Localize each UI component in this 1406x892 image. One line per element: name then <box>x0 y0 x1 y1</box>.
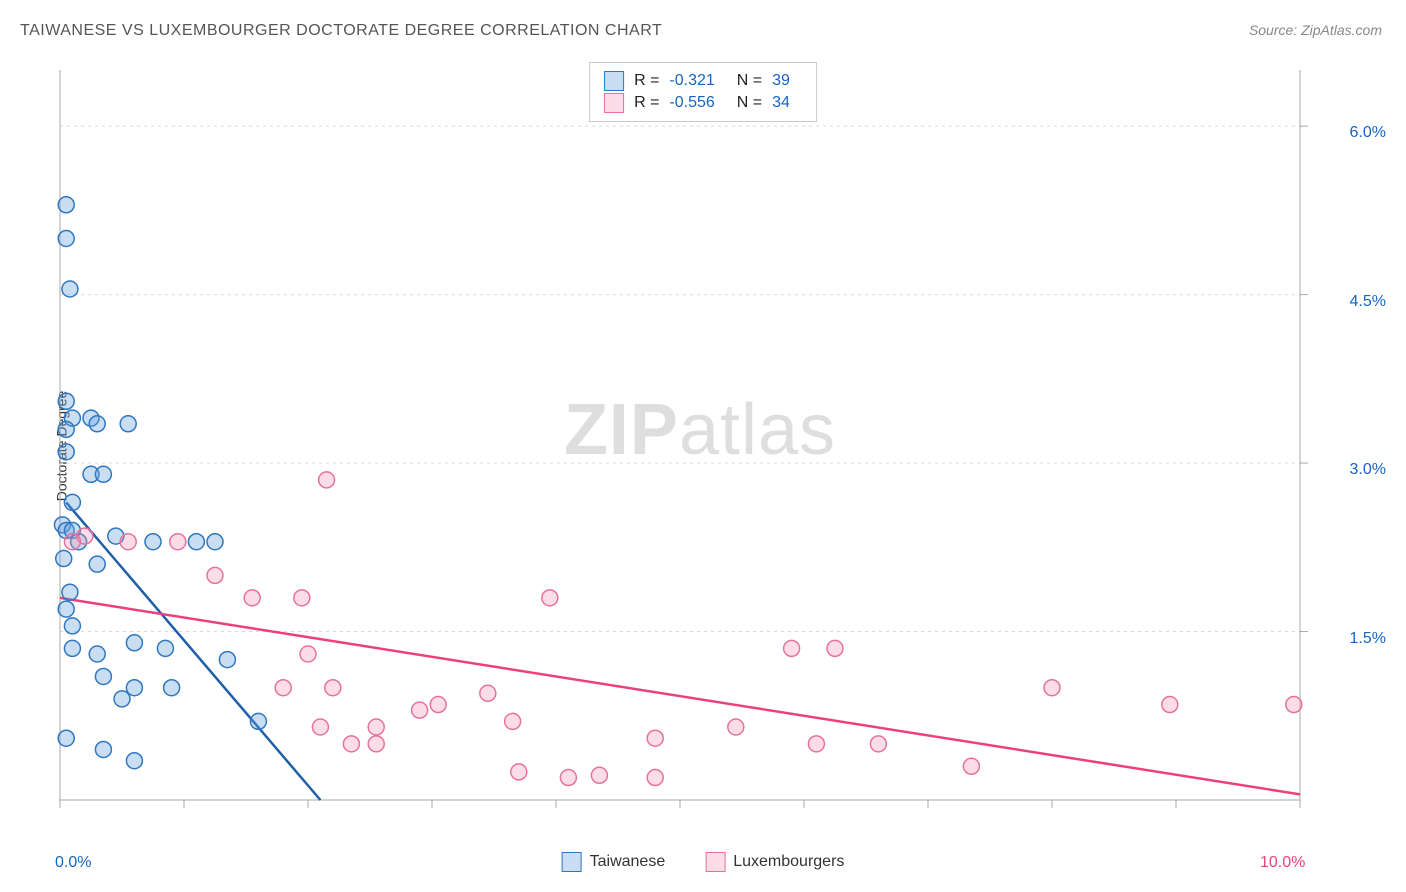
n-value: 34 <box>772 94 790 112</box>
x-axis-min-label: 0.0% <box>55 854 91 872</box>
legend-label: Luxembourgers <box>733 853 844 871</box>
source-label: Source: ZipAtlas.com <box>1249 22 1382 38</box>
chart-title: TAIWANESE VS LUXEMBOURGER DOCTORATE DEGR… <box>20 22 662 40</box>
legend-item: Taiwanese <box>562 852 666 872</box>
n-label: N = <box>737 94 762 112</box>
stats-legend-row: R = -0.321 N = 39 <box>604 71 802 91</box>
n-value: 39 <box>772 72 790 90</box>
legend-swatch <box>705 852 725 872</box>
stats-legend-row: R = -0.556 N = 34 <box>604 93 802 113</box>
r-label: R = <box>634 94 659 112</box>
legend-swatch <box>562 852 582 872</box>
legend-swatch <box>604 71 624 91</box>
x-axis-max-label: 10.0% <box>1260 854 1305 872</box>
plot-area: ZIPatlas <box>50 60 1350 830</box>
y-tick-label: 4.5% <box>1350 293 1386 311</box>
legend-label: Taiwanese <box>590 853 666 871</box>
y-tick-label: 1.5% <box>1350 630 1386 648</box>
stats-legend: R = -0.321 N = 39 R = -0.556 N = 34 <box>589 62 817 122</box>
y-tick-label: 3.0% <box>1350 461 1386 479</box>
r-value: -0.321 <box>669 72 714 90</box>
legend-swatch <box>604 93 624 113</box>
legend-item: Luxembourgers <box>705 852 844 872</box>
y-tick-label: 6.0% <box>1350 124 1386 142</box>
r-label: R = <box>634 72 659 90</box>
scatter-chart-svg <box>50 60 1350 830</box>
bottom-legend: Taiwanese Luxembourgers <box>562 852 845 872</box>
n-label: N = <box>737 72 762 90</box>
r-value: -0.556 <box>669 94 714 112</box>
